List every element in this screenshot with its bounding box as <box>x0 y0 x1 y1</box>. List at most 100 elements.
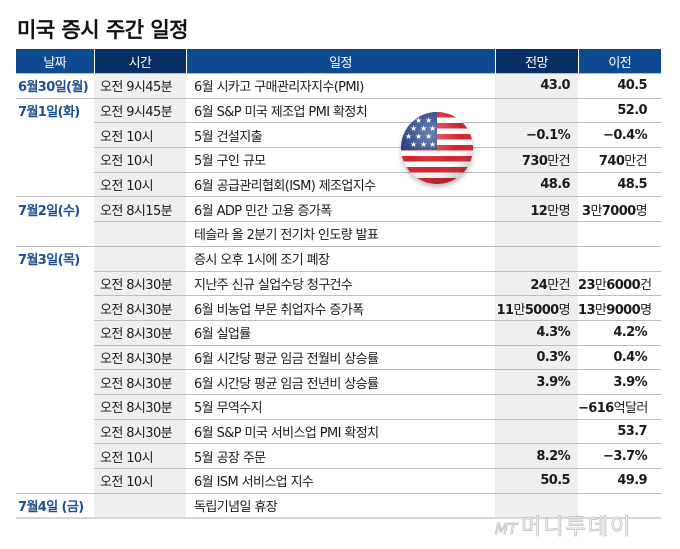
date-cell: 7월1일(화) <box>16 97 94 123</box>
unit-suffix: 만 <box>513 302 525 318</box>
table-row: 오전 8시30분 6월 실업률 4.3% 4.2% <box>16 319 661 346</box>
forecast-cell <box>495 221 578 247</box>
forecast-cell: 43.0 <box>495 73 578 99</box>
date-cell <box>16 148 94 173</box>
table-row: 7월1일(화) 오전 9시45분 6월 S&P 미국 제조업 PMI 확정치 52.0 <box>16 97 661 123</box>
forecast-cell: 50.5 <box>495 468 578 494</box>
time-cell: 오전 10시 <box>94 468 186 494</box>
table-row: 7월2일(수) 오전 8시15분 6월 ADP 민간 고용 증가폭 12만명 3만700… <box>16 196 661 222</box>
previous-cell: 40.5 <box>578 73 661 99</box>
event-cell: 6월 비농업 부문 취업자수 증가폭 <box>186 295 495 321</box>
page-title: 미국 증시 주간 일정 <box>17 18 189 42</box>
us-flag-ball-icon: ★★ ★★★ ★★★ ★★★ <box>401 112 473 184</box>
table-row: 6월30일(월) 오전 9시45분 6월 시카고 구매관리자지수(PMI) 43.0 4… <box>16 73 661 99</box>
date-cell <box>16 345 94 370</box>
table-row: 오전 10시 6월 공급관리협회(ISM) 제조업지수 48.6 48.5 <box>16 171 661 197</box>
date-cell <box>16 222 94 247</box>
unit-suffix: 명 <box>640 302 652 318</box>
previous-cell: 740만건 <box>578 147 661 173</box>
previous-cell <box>578 492 661 520</box>
date-cell <box>16 123 94 148</box>
previous-cell: 3만7000명 <box>578 196 661 222</box>
unit-suffix: 만건 <box>547 277 570 293</box>
table-row: 오전 8시30분 6월 시간당 평균 임금 전년비 상승률 3.9% 3.9% <box>16 369 661 395</box>
time-cell: 오전 8시30분 <box>94 295 186 321</box>
event-cell: 5월 공장 주문 <box>186 443 495 469</box>
date-cell <box>16 394 94 419</box>
time-cell: 오전 8시30분 <box>94 344 186 370</box>
forecast-cell: 8.2% <box>495 443 578 469</box>
time-cell: 오전 10시 <box>94 147 186 173</box>
date-cell: 6월30일(월) <box>16 73 94 99</box>
event-cell: 6월 시간당 평균 임금 전월비 상승률 <box>186 344 495 370</box>
time-cell: 오전 8시30분 <box>94 369 186 395</box>
previous-cell: 13만9000명 <box>578 295 661 321</box>
event-cell: 6월 시간당 평균 임금 전년비 상승률 <box>186 369 495 395</box>
header-time: 시간 <box>94 49 187 74</box>
date-cell: 7월3일(목) <box>16 245 94 271</box>
unit-suffix: 명 <box>558 302 571 318</box>
forecast-cell: 12만명 <box>495 196 578 222</box>
time-cell: 오전 8시30분 <box>94 270 186 296</box>
date-cell <box>16 469 94 494</box>
header-event: 일정 <box>186 49 496 74</box>
previous-cell: −0.4% <box>578 122 661 148</box>
date-cell <box>16 271 94 296</box>
table-row: 오전 10시 5월 구인 규모 730만건 740만건 <box>16 147 661 173</box>
forecast-cell: 11만5000명 <box>495 295 578 321</box>
forecast-cell: −0.1% <box>495 122 578 148</box>
forecast-cell: 730만건 <box>495 147 578 173</box>
forecast-cell: 24만건 <box>495 270 578 296</box>
table-row: 7월4일 (금) 독립기념일 휴장 <box>16 492 661 520</box>
time-cell: 오전 10시 <box>94 171 186 197</box>
forecast-cell <box>495 245 578 271</box>
table-row: 오전 10시 5월 건설지출 −0.1% −0.4% <box>16 122 661 148</box>
unit-suffix: 만건 <box>547 154 570 170</box>
previous-cell <box>578 245 661 271</box>
date-cell <box>16 370 94 395</box>
table-row: 오전 8시30분 지난주 신규 실업수당 청구건수 24만건 23만6000건 <box>16 270 661 296</box>
schedule-table: 날짜 시간 일정 전망 이전 6월30일(월) 오전 9시45분 6월 시카고 구매… <box>16 49 661 520</box>
table-row: 오전 8시30분 6월 비농업 부문 취업자수 증가폭 11만5000명 13만900… <box>16 295 661 321</box>
previous-cell: 0.4% <box>578 344 661 370</box>
date-cell <box>16 172 94 197</box>
event-cell: 증시 오후 1시에 조기 폐장 <box>186 245 495 271</box>
event-cell: 지난주 신규 실업수당 청구건수 <box>186 270 495 296</box>
forecast-cell: 3.9% <box>495 369 578 395</box>
unit-suffix: 억달러 <box>613 401 649 417</box>
time-cell: 오전 10시 <box>94 122 186 148</box>
forecast-cell: 0.3% <box>495 344 578 370</box>
unit-suffix: 만명 <box>547 203 570 219</box>
unit-suffix: 만 <box>594 277 607 293</box>
time-cell <box>94 245 186 271</box>
header-row: 날짜 시간 일정 전망 이전 <box>16 49 661 74</box>
event-cell: 5월 무역수지 <box>186 393 495 420</box>
event-cell: 6월 S&P 미국 서비스업 PMI 확정치 <box>186 418 495 444</box>
event-cell: 테슬라 올 2분기 전기차 인도량 발표 <box>186 221 495 247</box>
table-row: 7월3일(목) 증시 오후 1시에 조기 폐장 <box>16 245 661 271</box>
forecast-cell <box>495 418 578 444</box>
previous-cell: 52.0 <box>578 97 661 123</box>
previous-cell: 3.9% <box>578 369 661 395</box>
previous-cell <box>578 221 661 247</box>
forecast-cell: 4.3% <box>495 319 578 346</box>
table-row: 오전 8시30분 5월 무역수지 −616억달러 <box>16 393 661 420</box>
previous-cell: −3.7% <box>578 443 661 469</box>
event-cell: 독립기념일 휴장 <box>186 492 495 520</box>
previous-cell: 4.2% <box>578 319 661 346</box>
previous-cell: 48.5 <box>578 171 661 197</box>
unit-suffix: 만 <box>590 203 602 219</box>
time-cell: 오전 8시15분 <box>94 196 186 222</box>
unit-suffix: 만 <box>594 302 607 318</box>
date-cell: 7월4일 (금) <box>16 492 94 520</box>
time-cell <box>94 492 186 520</box>
date-cell <box>16 296 94 321</box>
previous-cell: 23만6000건 <box>578 270 661 296</box>
time-cell: 오전 9시45분 <box>94 73 186 99</box>
time-cell: 오전 8시30분 <box>94 393 186 420</box>
watermark-logo: MT 머니투데이 <box>494 509 632 541</box>
table-row: 테슬라 올 2분기 전기차 인도량 발표 <box>16 221 661 247</box>
previous-cell: 49.9 <box>578 468 661 494</box>
event-cell: 6월 ISM 서비스업 지수 <box>186 468 495 494</box>
unit-suffix: 명 <box>635 203 648 219</box>
